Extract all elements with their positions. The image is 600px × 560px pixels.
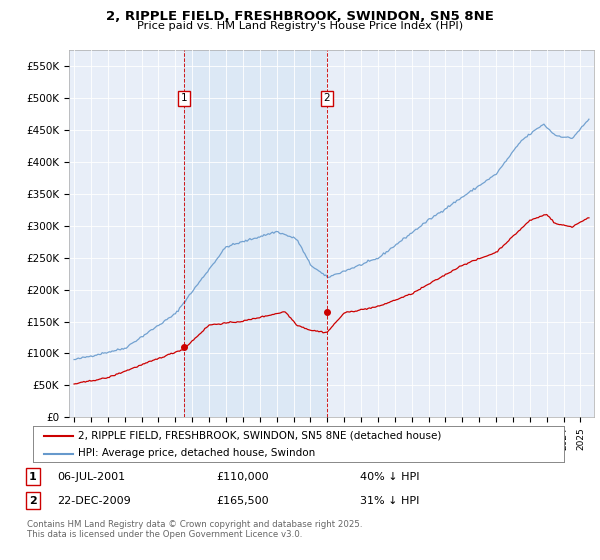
Text: Contains HM Land Registry data © Crown copyright and database right 2025.
This d: Contains HM Land Registry data © Crown c… (27, 520, 362, 539)
Text: Price paid vs. HM Land Registry's House Price Index (HPI): Price paid vs. HM Land Registry's House … (137, 21, 463, 31)
Text: 2: 2 (29, 496, 37, 506)
Text: 2: 2 (323, 94, 330, 103)
Text: 1: 1 (29, 472, 37, 482)
Text: HPI: Average price, detached house, Swindon: HPI: Average price, detached house, Swin… (78, 448, 316, 458)
Text: 2, RIPPLE FIELD, FRESHBROOK, SWINDON, SN5 8NE: 2, RIPPLE FIELD, FRESHBROOK, SWINDON, SN… (106, 10, 494, 23)
Text: £165,500: £165,500 (216, 496, 269, 506)
Text: £110,000: £110,000 (216, 472, 269, 482)
Text: 22-DEC-2009: 22-DEC-2009 (57, 496, 131, 506)
Bar (184, 50, 327, 417)
Text: 31% ↓ HPI: 31% ↓ HPI (360, 496, 419, 506)
Text: 06-JUL-2001: 06-JUL-2001 (57, 472, 125, 482)
Text: 40% ↓ HPI: 40% ↓ HPI (360, 472, 419, 482)
Text: 2, RIPPLE FIELD, FRESHBROOK, SWINDON, SN5 8NE (detached house): 2, RIPPLE FIELD, FRESHBROOK, SWINDON, SN… (78, 430, 442, 440)
Text: 1: 1 (181, 94, 187, 103)
